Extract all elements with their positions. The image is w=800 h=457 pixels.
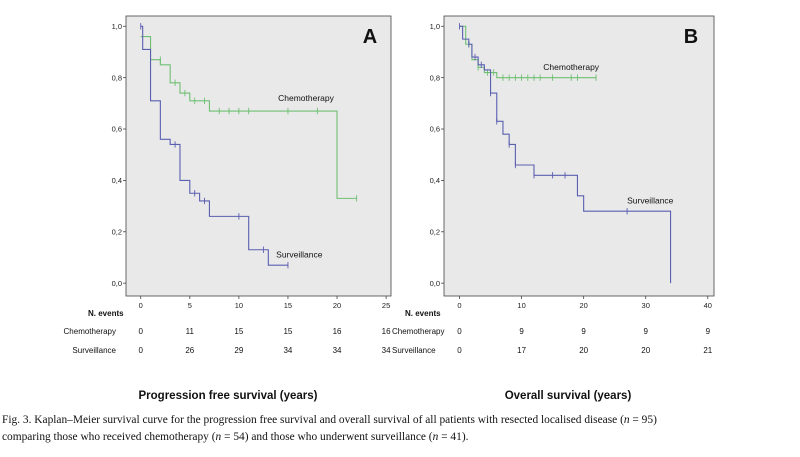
y-tick-label: 0,2 <box>430 227 440 236</box>
risk-value: 26 <box>185 346 194 355</box>
risk-row-label: Surveillance <box>392 346 436 355</box>
y-tick-label: 0,4 <box>430 176 440 185</box>
y-tick-label: 0,4 <box>112 176 122 185</box>
x-tick-label: 10 <box>235 301 243 310</box>
risk-value: 15 <box>234 327 243 336</box>
x-tick-label: 25 <box>382 301 390 310</box>
x-tick-label: 10 <box>517 301 525 310</box>
risk-value: 0 <box>457 346 462 355</box>
risk-value: 0 <box>138 346 143 355</box>
x-tick-label: 0 <box>139 301 143 310</box>
y-tick-label: 1,0 <box>430 22 440 31</box>
plot-area <box>125 15 392 297</box>
risk-value: 34 <box>382 346 391 355</box>
caption-variable: n <box>432 430 439 443</box>
series-annotation: Surveillance <box>627 196 674 206</box>
y-tick-label: 0,8 <box>430 73 440 82</box>
panel-a: A 0,0 0,2 0,4 0,6 0,8 1,0 0 5 10 15 20 25 Chemotherap… <box>64 15 392 402</box>
risk-value: 0 <box>457 327 462 336</box>
x-tick-label: 5 <box>188 301 192 310</box>
series-annotation: Chemotherapy <box>278 93 335 103</box>
risk-row-label: Surveillance <box>72 346 116 355</box>
risk-value: 34 <box>333 346 342 355</box>
risk-value: 16 <box>382 327 391 336</box>
risk-table-header: N. events <box>405 309 441 318</box>
y-tick-label: 0,6 <box>112 125 122 134</box>
y-tick-label: 0,0 <box>430 279 440 288</box>
risk-value: 9 <box>643 327 648 336</box>
series-annotation: Surveillance <box>276 249 323 259</box>
plot-area <box>443 15 715 297</box>
x-tick-label: 15 <box>284 301 292 310</box>
risk-value: 15 <box>283 327 292 336</box>
caption-part: = 41). <box>438 430 469 443</box>
caption-part: = 95) <box>629 414 657 426</box>
caption-variable: n <box>215 430 222 443</box>
y-tick-label: 0,2 <box>112 227 122 236</box>
risk-value: 17 <box>517 346 526 355</box>
risk-value: 29 <box>234 346 243 355</box>
panel-b: B 0,0 0,2 0,4 0,6 0,8 1,0 0 10 20 30 40 Chemotherapy… <box>392 15 715 402</box>
series-annotation: Chemotherapy <box>543 62 600 72</box>
risk-value: 16 <box>333 327 342 336</box>
y-tick-label: 0,0 <box>112 279 122 288</box>
risk-value: 34 <box>283 346 292 355</box>
x-tick-label: 0 <box>457 301 461 310</box>
risk-value: 11 <box>186 327 195 336</box>
figure-caption: Fig. 3. Kaplan–Meier survival curve for … <box>2 412 798 445</box>
kaplan-meier-figure: A 0,0 0,2 0,4 0,6 0,8 1,0 0 5 10 15 20 25 Chemotherap… <box>64 15 715 402</box>
survival-curve-chemotherapy <box>140 36 357 199</box>
x-tick-label: 30 <box>642 301 650 310</box>
x-axis-title: Overall survival (years) <box>505 390 632 402</box>
caption-part: Fig. 3. Kaplan–Meier survival curve for … <box>2 414 624 426</box>
risk-row-label: Chemotherapy <box>392 327 444 336</box>
risk-row-label: Chemotherapy <box>64 327 116 336</box>
caption-part: comparing those who received chemotherap… <box>2 430 216 443</box>
y-tick-label: 0,8 <box>112 73 122 82</box>
x-tick-label: 20 <box>579 301 587 310</box>
risk-value: 20 <box>579 346 588 355</box>
x-axis-title: Progression free survival (years) <box>139 390 318 402</box>
risk-value: 9 <box>581 327 586 336</box>
risk-value: 20 <box>641 346 650 355</box>
caption-part: = 54) and those who underwent surveillan… <box>221 430 433 443</box>
y-tick-label: 0,6 <box>430 125 440 134</box>
risk-value: 0 <box>138 327 143 336</box>
x-tick-label: 20 <box>333 301 341 310</box>
panel-letter: A <box>363 26 377 48</box>
panel-letter: B <box>684 26 698 48</box>
risk-table-header: N. events <box>88 309 124 318</box>
caption-variable: n <box>623 414 630 426</box>
risk-value: 21 <box>703 346 712 355</box>
survival-curve-surveillance <box>140 25 288 266</box>
risk-value: 9 <box>519 327 524 336</box>
x-tick-label: 40 <box>704 301 712 310</box>
y-tick-label: 1,0 <box>112 22 122 31</box>
risk-value: 9 <box>706 327 711 336</box>
